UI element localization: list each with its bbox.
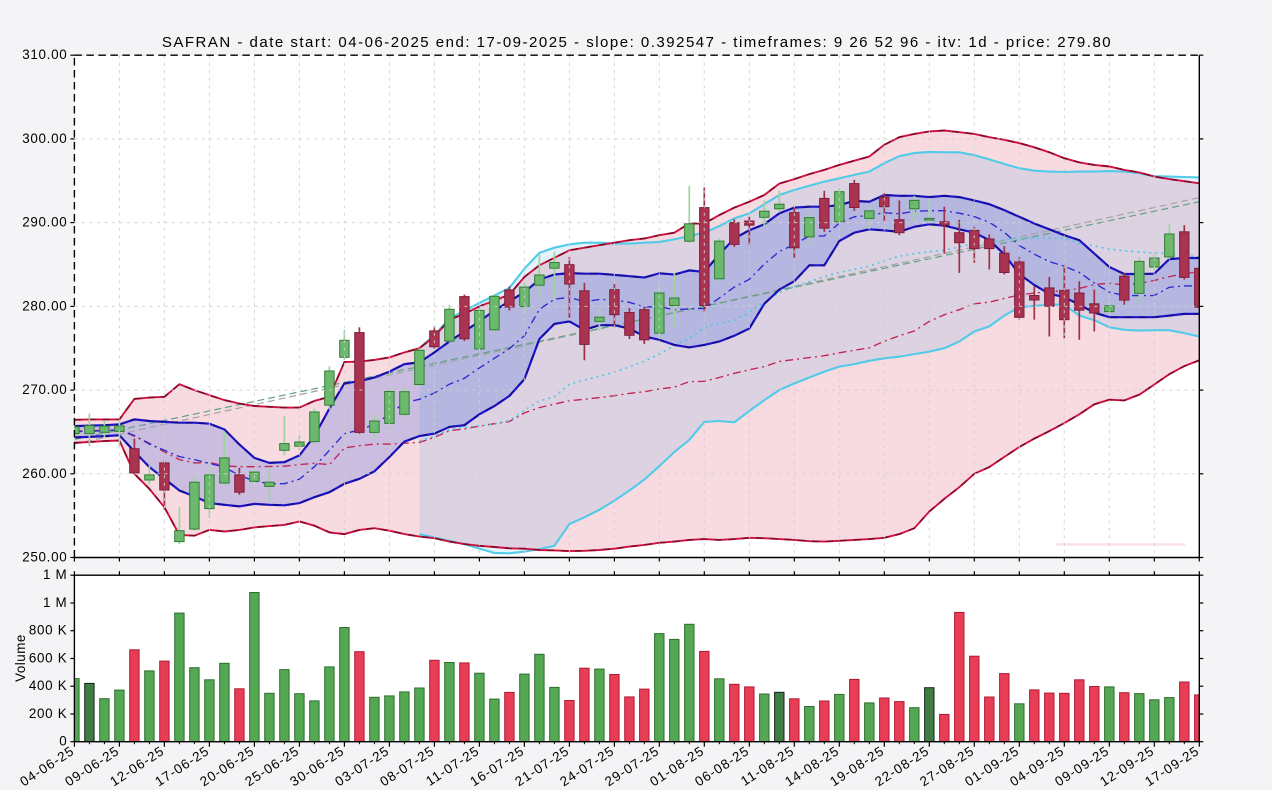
svg-text:600 K: 600 K [29,651,68,666]
svg-text:200 K: 200 K [29,706,68,721]
svg-text:300.00: 300.00 [22,131,67,146]
svg-text:800 K: 800 K [29,623,68,638]
svg-text:250.00: 250.00 [22,550,67,565]
svg-text:0: 0 [59,734,67,749]
svg-text:400 K: 400 K [29,678,68,693]
svg-text:1 M: 1 M [43,567,67,582]
svg-text:270.00: 270.00 [22,382,67,397]
svg-text:260.00: 260.00 [22,466,67,481]
svg-text:1 M: 1 M [43,595,67,610]
svg-text:SAFRAN - date start: 04-06-202: SAFRAN - date start: 04-06-2025 end: 17-… [162,34,1112,51]
svg-text:280.00: 280.00 [22,298,67,313]
svg-text:290.00: 290.00 [22,215,67,230]
svg-text:310.00: 310.00 [22,47,67,62]
svg-text:Volume: Volume [13,634,28,682]
